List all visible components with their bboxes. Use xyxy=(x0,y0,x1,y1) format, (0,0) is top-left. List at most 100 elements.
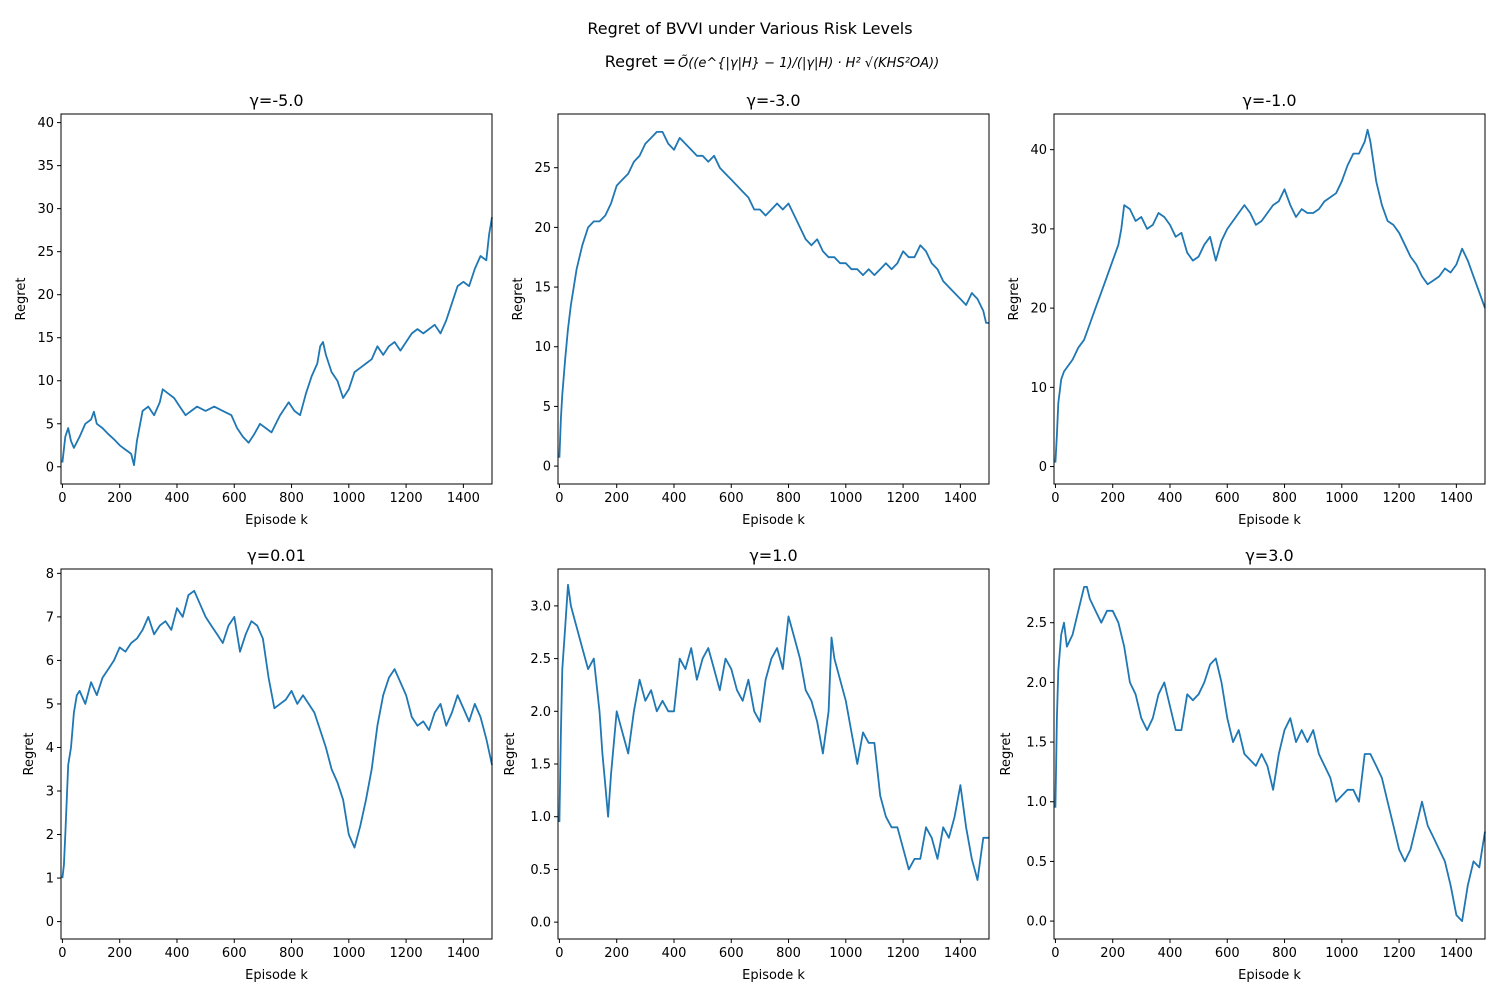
subplot-title: γ=-5.0 xyxy=(249,91,303,110)
x-tick-label: 400 xyxy=(1158,946,1183,961)
x-tick-label: 1400 xyxy=(1440,946,1473,961)
x-tick-label: 0 xyxy=(58,946,66,961)
y-tick-label: 40 xyxy=(37,116,54,131)
x-tick-label: 1400 xyxy=(944,491,977,506)
x-tick-label: 400 xyxy=(1158,491,1183,506)
series-line xyxy=(61,589,493,879)
y-tick-label: 30 xyxy=(1030,222,1047,237)
x-tick-label: 800 xyxy=(1272,491,1297,506)
x-tick-label: 1200 xyxy=(887,946,920,961)
x-tick-label: 600 xyxy=(222,946,247,961)
subplot-6: γ=3.0 0 200 400 600 800 1000 1200 1400 0.0 0.5 1.0 1… xyxy=(999,546,1486,983)
series-line xyxy=(1054,586,1486,922)
x-tick-label: 1000 xyxy=(332,491,365,506)
subplot-5: γ=1.0 0 200 400 600 800 1000 1200 1400 0.0 0.5 1.0 1… xyxy=(503,546,990,983)
subplot-title: γ=-1.0 xyxy=(1242,91,1296,110)
y-axis-label: Regret xyxy=(511,278,526,321)
y-tick-label: 2 xyxy=(46,828,54,843)
y-axis-label: Regret xyxy=(1007,278,1022,321)
x-tick-label: 1400 xyxy=(447,491,480,506)
axes-frame xyxy=(557,113,990,485)
x-tick-label: 1400 xyxy=(944,946,977,961)
subplot-1: γ=-5.0 0 200 400 600 800 1000 1200 1400 0 5 10 15 20 2… xyxy=(14,91,493,528)
axes-frame xyxy=(1053,113,1486,485)
x-tick-label: 1400 xyxy=(447,946,480,961)
y-tick-label: 2.0 xyxy=(530,705,551,720)
y-tick-label: 30 xyxy=(37,202,54,217)
x-axis-label: Episode k xyxy=(245,513,308,528)
subplot-4: γ=0.01 0 200 400 600 800 1000 1200 1400 0 1 2 3 4 5 6 7 8… xyxy=(22,546,493,983)
y-tick-label: 1 xyxy=(46,872,54,887)
x-tick-label: 600 xyxy=(1215,946,1240,961)
y-tick-label: 1.5 xyxy=(1026,736,1047,751)
x-tick-label: 400 xyxy=(662,946,687,961)
x-tick-label: 1000 xyxy=(1325,946,1358,961)
y-tick-label: 0 xyxy=(46,460,54,475)
y-tick-label: 25 xyxy=(534,161,551,176)
x-tick-label: 800 xyxy=(776,491,801,506)
x-tick-label: 0 xyxy=(1051,491,1059,506)
y-tick-label: 40 xyxy=(1030,143,1047,158)
subtitle-prefix: Regret = xyxy=(605,52,676,71)
x-tick-label: 800 xyxy=(1272,946,1297,961)
y-tick-label: 6 xyxy=(46,654,54,669)
y-tick-label: 15 xyxy=(37,331,54,346)
y-tick-label: 10 xyxy=(37,374,54,389)
x-tick-label: 600 xyxy=(719,946,744,961)
subplot-2: γ=-3.0 0 200 400 600 800 1000 1200 1400 0 5 10 15 20 2… xyxy=(511,91,990,528)
y-tick-label: 0 xyxy=(1039,460,1047,475)
x-tick-label: 200 xyxy=(1100,946,1125,961)
series-line xyxy=(558,583,989,881)
x-axis-label: Episode k xyxy=(742,968,805,983)
y-axis-label: Regret xyxy=(503,733,518,776)
x-tick-label: 1000 xyxy=(829,491,862,506)
y-tick-label: 1.5 xyxy=(530,758,551,773)
axes-frame xyxy=(557,568,990,940)
x-axis-label: Episode k xyxy=(1238,513,1301,528)
x-axis-label: Episode k xyxy=(742,513,805,528)
x-tick-label: 400 xyxy=(165,946,190,961)
x-tick-label: 1200 xyxy=(390,491,423,506)
x-tick-label: 1000 xyxy=(829,946,862,961)
subplot-title: γ=-3.0 xyxy=(746,91,800,110)
y-tick-label: 2.5 xyxy=(530,652,551,667)
x-tick-label: 600 xyxy=(222,491,247,506)
y-tick-label: 10 xyxy=(534,340,551,355)
y-tick-label: 20 xyxy=(534,221,551,236)
x-axis-label: Episode k xyxy=(1238,968,1301,983)
y-tick-label: 1.0 xyxy=(1026,795,1047,810)
x-axis-label: Episode k xyxy=(245,968,308,983)
x-tick-label: 800 xyxy=(279,491,304,506)
subplot-title: γ=3.0 xyxy=(1245,546,1293,565)
x-tick-label: 1400 xyxy=(1440,491,1473,506)
figure-suptitle: Regret of BVVI under Various Risk Levels xyxy=(587,19,912,38)
axes-frame xyxy=(1053,568,1486,940)
series-line xyxy=(558,131,989,458)
subplot-title: γ=0.01 xyxy=(247,546,306,565)
x-tick-label: 200 xyxy=(604,491,629,506)
x-tick-label: 400 xyxy=(165,491,190,506)
y-tick-label: 2.5 xyxy=(1026,616,1047,631)
y-tick-label: 5 xyxy=(543,400,551,415)
x-tick-label: 1200 xyxy=(1383,946,1416,961)
y-tick-label: 3 xyxy=(46,785,54,800)
subplot-3: γ=-1.0 0 200 400 600 800 1000 1200 1400 0 10 20 30 40… xyxy=(1007,91,1486,528)
y-tick-label: 15 xyxy=(534,281,551,296)
y-tick-label: 7 xyxy=(46,610,54,625)
y-tick-label: 1.0 xyxy=(530,810,551,825)
x-tick-label: 0 xyxy=(555,491,563,506)
y-tick-label: 0 xyxy=(46,915,54,930)
x-tick-label: 600 xyxy=(719,491,744,506)
y-tick-label: 4 xyxy=(46,741,54,756)
series-line xyxy=(61,217,493,466)
panels: γ=-5.00 200 400 600 800 1000 1200 1400051015202… xyxy=(14,91,1486,983)
y-tick-label: 20 xyxy=(37,288,54,303)
x-tick-label: 1200 xyxy=(1383,491,1416,506)
x-tick-label: 200 xyxy=(604,946,629,961)
y-tick-label: 0.5 xyxy=(530,863,551,878)
x-tick-label: 1200 xyxy=(390,946,423,961)
x-tick-label: 800 xyxy=(279,946,304,961)
y-tick-label: 35 xyxy=(37,159,54,174)
y-tick-label: 10 xyxy=(1030,381,1047,396)
